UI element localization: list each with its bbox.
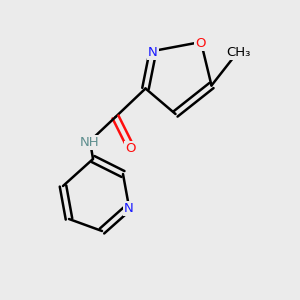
Text: O: O [196,37,206,50]
Text: NH: NH [80,136,100,149]
Text: N: N [124,202,134,215]
Text: CH₃: CH₃ [226,46,251,59]
Text: O: O [125,142,136,155]
Text: N: N [148,46,158,59]
